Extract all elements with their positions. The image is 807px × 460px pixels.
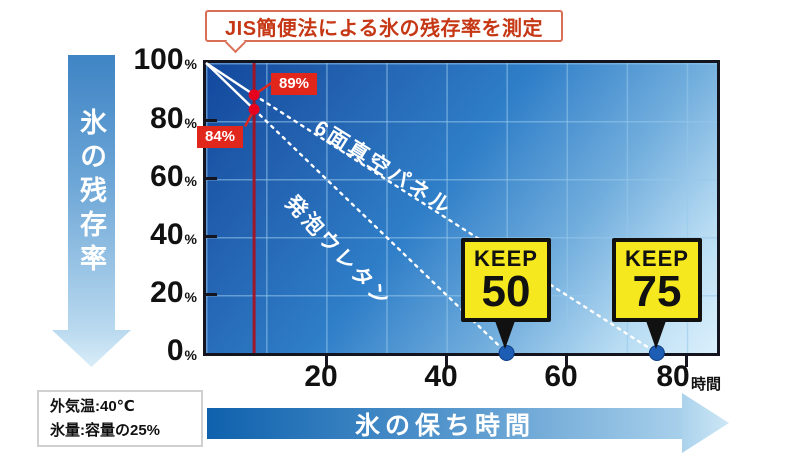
y-axis-arrow-head-icon [52, 330, 131, 367]
x-tick-60: 60 [544, 360, 578, 393]
percent-sign: % [184, 289, 197, 305]
y-tick-value: 100 [133, 43, 184, 76]
keep-hours: 75 [632, 266, 682, 316]
y-axis-label: 氷の残存率 [76, 107, 106, 278]
percent-sign: % [184, 115, 197, 131]
keep-50-badge: KEEP 50 [461, 238, 551, 322]
y-tick-100: 100% [121, 45, 197, 75]
condition-ambient-temp: 外気温:40℃ [50, 398, 135, 416]
percent-sign: % [184, 56, 197, 72]
keep-75-pointer-icon [645, 318, 667, 349]
x-tick-20: 20 [304, 360, 338, 393]
y-tickmark-60 [206, 177, 217, 180]
y-tick-value: 20 [150, 276, 184, 309]
percent-sign: % [184, 231, 197, 247]
x-axis-arrow-head-icon [682, 393, 729, 453]
y-tick-value: 60 [150, 160, 184, 193]
y-tickmark-40 [206, 235, 217, 238]
test-conditions-box: 外気温:40℃ 氷量:容量の25% [37, 390, 203, 447]
y-tickmark-80 [206, 119, 217, 122]
reading-label-89: 89% [271, 73, 318, 95]
keep-75-badge: KEEP 75 [612, 238, 702, 322]
x-axis-arrow-label: 氷の保ち時間 [354, 411, 535, 440]
x-axis-unit: 時間 [691, 376, 722, 393]
keep-keyword: KEEP [474, 245, 538, 271]
y-tick-80: 80% [121, 104, 197, 134]
y-tick-value: 80 [150, 102, 184, 135]
x-tick-40: 40 [424, 360, 458, 393]
y-tick-40: 40% [121, 220, 197, 250]
keep-hours: 50 [481, 266, 531, 316]
y-tick-20: 20% [121, 278, 197, 308]
x-tickmark-40 [445, 356, 448, 367]
y-tickmark-20 [206, 293, 217, 296]
y-tick-value: 40 [150, 218, 184, 251]
x-tick-80: 80 [656, 360, 690, 393]
keep-50-pointer-icon [494, 318, 516, 349]
x-tickmark-60 [565, 356, 568, 367]
condition-ice-volume: 氷量:容量の25% [50, 421, 161, 439]
keep-keyword: KEEP [625, 245, 689, 271]
x-tickmark-20 [325, 356, 328, 367]
percent-sign: % [184, 347, 197, 363]
y-axis-arrow-shaft [68, 55, 115, 330]
x-tickmark-80 [685, 356, 688, 367]
x-axis-arrow-shaft [207, 408, 683, 439]
reading-label-84: 84% [197, 126, 244, 148]
y-tick-0: 0% [121, 336, 197, 366]
chart-title: JIS簡便法による氷の残存率を測定 [205, 10, 563, 42]
y-tick-value: 0 [166, 334, 184, 367]
y-tick-60: 60% [121, 162, 197, 192]
percent-sign: % [184, 173, 197, 189]
